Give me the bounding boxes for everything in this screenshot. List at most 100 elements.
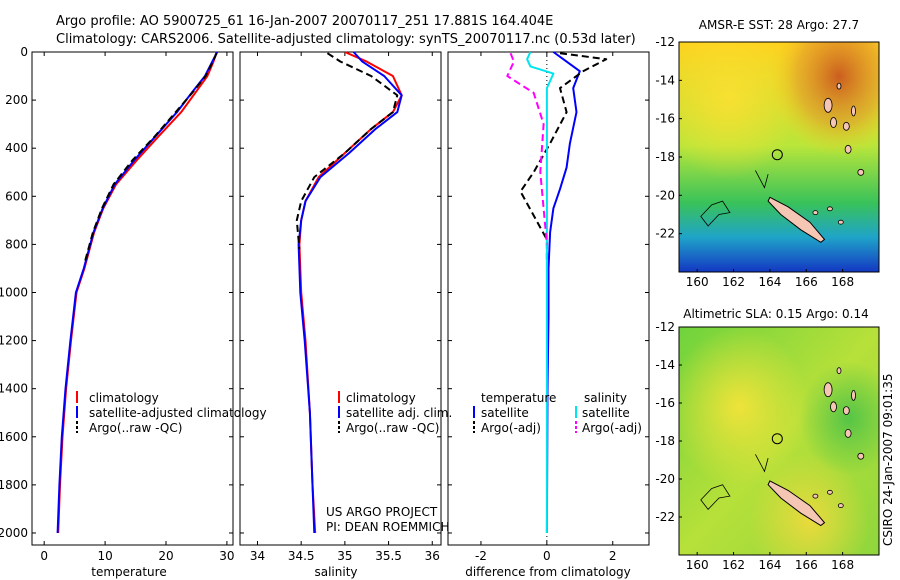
y-tick-label: 1000 [0,285,28,299]
map-x-tick-label: 162 [722,558,745,572]
x-tick-label: 20 [158,549,173,563]
series-line-satellite-adjusted-climatology [56,51,219,534]
salinity-legend: climatology satellite adj. clim. Argo(..… [338,391,452,435]
y-tick-label: 1200 [0,334,28,348]
y-tick-label: 2000 [0,526,28,540]
y-tick-label: 1400 [0,382,28,396]
salinity-xlabel: salinity [314,565,357,579]
map-x-tick-label: 166 [795,558,818,572]
x-tick-label: 0 [40,549,48,563]
map-y-tick-label: -14 [655,73,675,87]
x-tick-label: 34 [250,549,265,563]
series-line-salinity-argo-adj- [506,52,548,245]
map-y-tick-label: -18 [655,434,675,448]
argo-float-marker [771,433,783,445]
sla-map-area: 160 162 164 166 168 -12 -14 -16 -18 -20 -22 [655,320,865,572]
y-tick-label: 800 [5,237,28,251]
salinity-panel: 34 34.5 35 35.5 36 climatology satellite adj… [239,51,452,579]
loyalty-island [827,206,833,212]
map-y-tick-label: -12 [655,320,675,334]
map-y-tick-label: -16 [655,396,675,410]
vanuatu-island [830,401,837,413]
vanuatu-island [842,406,850,416]
project-annotation-line-1: US ARGO PROJECT [326,505,438,519]
header-line-2: Climatology: CARS2006. Satellite-adjuste… [56,32,636,47]
map-x-tick-label: 164 [758,275,781,289]
timestamp-stamp: CSIRO 24-Jan-2007 09:01:35 [881,374,895,546]
legend-label-satellite: satellite adj. clim. [346,406,452,420]
legend-label-satellite: satellite-adjusted climatology [89,406,267,420]
loyalty-island [837,219,844,225]
sst-map-frame [678,41,880,273]
difference-panel: -2 0 2 temperature salinity satellite Argo… [447,51,650,579]
x-tick-label: 35.5 [375,549,402,563]
loyalty-island [827,489,833,495]
sst-map-area: 160 162 164 166 168 -12 -14 -16 -18 -20 -22 [655,35,865,289]
map-y-tick-label: -22 [655,510,675,524]
map-y-tick-label: -14 [655,358,675,372]
y-tick-label: 200 [5,93,28,107]
loyalty-island [837,503,844,509]
vanuatu-island [844,144,852,154]
sla-map-title: Altimetric SLA: 0.15 Argo: 0.14 [683,307,868,321]
map-y-tick-label: -22 [655,227,675,241]
map-x-tick-label: 160 [686,558,709,572]
sla-map-frame [678,326,880,556]
vanuatu-island [844,428,852,438]
x-tick-label: -2 [475,549,487,563]
vanuatu-island [823,97,833,113]
map-y-tick-label: -16 [655,112,675,126]
x-tick-label: 34.5 [288,549,315,563]
sst-hot-patch [679,42,879,272]
x-tick-label: 35 [337,549,352,563]
series-line-satellite-adj-clim- [297,51,403,534]
reef-contour [700,200,731,227]
map-x-tick-label: 162 [722,275,745,289]
legend-label-sal-argo: Argo(-adj) [582,421,642,435]
loyalty-island [812,493,819,499]
legend-label-temp-argo: Argo(-adj) [481,421,541,435]
difference-axes-frame [447,51,650,546]
vanuatu-island [851,389,856,401]
series-line-salinity-satellite [526,51,555,533]
y-tick-label: 1800 [0,478,28,492]
loyalty-island [812,210,819,216]
reef-contour [755,454,769,473]
difference-xlabel: difference from climatology [465,565,631,579]
vanuatu-island [836,367,842,375]
x-tick-label: 2 [609,549,617,563]
reef-contour [700,484,731,511]
map-y-tick-label: -20 [655,472,675,486]
legend-label-temp-satellite: satellite [481,406,529,420]
project-annotation-line-2: PI: DEAN ROEMMICH [326,520,449,534]
legend-header-temperature: temperature [481,391,556,405]
vanuatu-island [836,82,842,90]
sst-map-title: AMSR-E SST: 28 Argo: 27.7 [699,18,859,32]
map-y-tick-label: -18 [655,150,675,164]
sla-map-panel: Altimetric SLA: 0.15 Argo: 0.14 160 162 16… [655,307,880,572]
y-tick-label: 600 [5,189,28,203]
salinity-axes-frame [239,51,442,546]
argo-float-marker [771,149,783,161]
new-caledonia-island [767,196,826,243]
vanuatu-island [823,382,833,398]
vanuatu-island [857,452,865,460]
map-x-tick-label: 166 [795,275,818,289]
vanuatu-island [830,117,837,128]
map-y-tick-label: -12 [655,35,675,49]
legend-label-sal-satellite: satellite [582,406,630,420]
legend-label-argo: Argo(..raw -QC) [346,421,439,435]
difference-plot-area: -2 0 2 [448,51,649,563]
legend-label-argo: Argo(..raw -QC) [89,421,182,435]
salinity-plot-area: 34 34.5 35 35.5 36 [240,51,441,563]
sst-map-panel: AMSR-E SST: 28 Argo: 27.7 160 162 164 166 16… [655,18,880,289]
legend-header-salinity: salinity [584,391,627,405]
series-line-temperature-argo-adj- [519,52,608,264]
y-tick-label: 400 [5,141,28,155]
map-x-tick-label: 168 [831,558,854,572]
temperature-panel: 0 10 20 30 0 200 400 600 800 1000 1200 1400 1600 1800… [0,45,267,579]
series-line-argo-raw-qc- [295,52,399,250]
x-tick-label: 36 [425,549,440,563]
temperature-plot-area: 0 10 20 30 0 200 400 600 800 1000 1200 1400 1600 1800… [0,45,235,563]
x-tick-label: 0 [543,549,551,563]
